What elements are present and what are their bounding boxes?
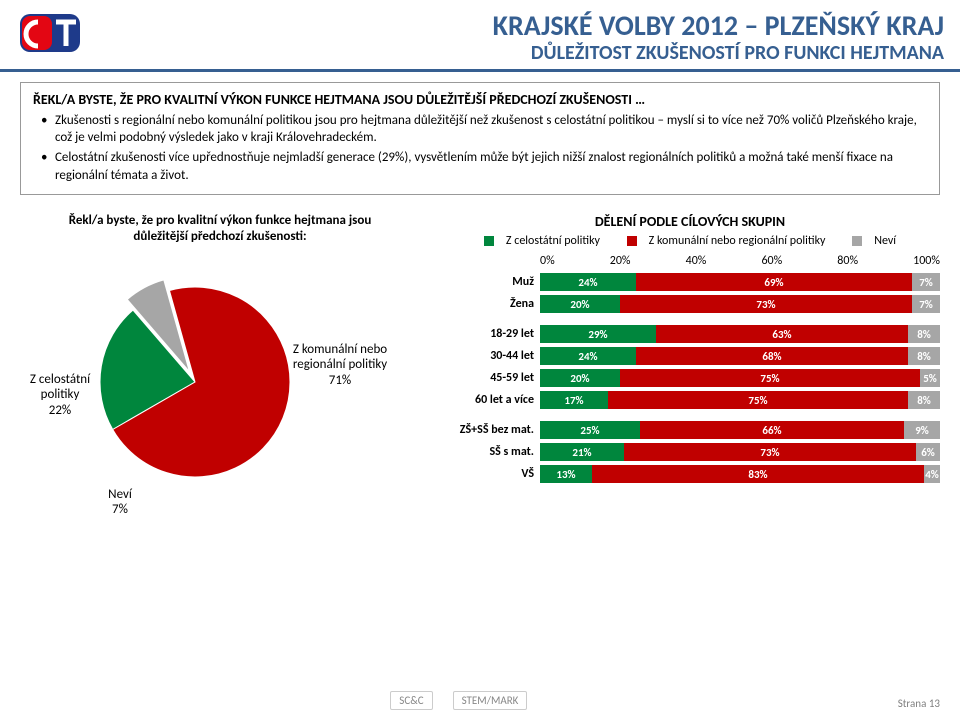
charts-area: Řekl/a byste, že pro kvalitní výkon funk… (20, 213, 940, 532)
bar-segment: 20% (540, 369, 620, 387)
bar-row: Muž24%69%7% (440, 272, 940, 292)
bar-segment: 63% (656, 325, 908, 343)
header-titles: KRAJSKÉ VOLBY 2012 – PLZEŇSKÝ KRAJ DŮLEŽ… (96, 8, 944, 65)
pie-label-regional: Z komunální nebo regionální politiky 71% (280, 342, 400, 389)
bar-row: 45-59 let20%75%5% (440, 368, 940, 388)
bar-segment: 8% (908, 325, 940, 343)
page-footer: SC&C STEM/MARK Strana 13 (0, 691, 960, 710)
bar-row: ZŠ+SŠ bez mat.25%66%9% (440, 420, 940, 440)
pie-chart: Z komunální nebo regionální politiky 71%… (20, 252, 420, 532)
bar-category-label: 45-59 let (440, 371, 540, 385)
bar-row: Žena20%73%7% (440, 294, 940, 314)
bar-track: 24%68%8% (540, 347, 940, 365)
bar-segment: 75% (620, 369, 920, 387)
bar-segment: 29% (540, 325, 656, 343)
bar-track: 21%73%6% (540, 443, 940, 461)
bar-row: 60 let a více17%75%8% (440, 390, 940, 410)
bar-segment: 20% (540, 295, 620, 313)
bar-track: 20%75%5% (540, 369, 940, 387)
summary-bullet: Celostátní zkušenosti více upřednostňuje… (45, 149, 927, 184)
bar-segment: 68% (636, 347, 908, 365)
bar-segment: 66% (640, 421, 904, 439)
bar-group: Muž24%69%7%Žena20%73%7% (440, 272, 940, 314)
bar-track: 25%66%9% (540, 421, 940, 439)
bar-category-label: Žena (440, 297, 540, 311)
bar-segment: 24% (540, 347, 636, 365)
bar-title: DĚLENÍ PODLE CÍLOVÝCH SKUPIN (440, 213, 940, 230)
bar-axis: 0%20%40%60%80%100% (440, 254, 940, 268)
bar-groups: Muž24%69%7%Žena20%73%7%18-29 let29%63%8%… (440, 272, 940, 484)
summary-box: ŘEKL/A BYSTE, ŽE PRO KVALITNÍ VÝKON FUNK… (20, 82, 940, 195)
bar-category-label: 18-29 let (440, 327, 540, 341)
bar-row: VŠ13%83%4% (440, 464, 940, 484)
bar-segment: 69% (636, 273, 912, 291)
bar-category-label: SŠ s mat. (440, 445, 540, 459)
bar-segment: 75% (608, 391, 908, 409)
bar-group: 18-29 let29%63%8%30-44 let24%68%8%45-59 … (440, 324, 940, 410)
legend-item: Neví (846, 234, 902, 248)
bar-track: 24%69%7% (540, 273, 940, 291)
bar-segment: 6% (916, 443, 940, 461)
pie-title: Řekl/a byste, že pro kvalitní výkon funk… (20, 213, 420, 246)
pie-label-nevi: Neví 7% (90, 487, 150, 518)
legend-item: Z komunální nebo regionální politiky (621, 234, 832, 248)
legend-swatch-icon (627, 236, 637, 246)
bar-category-label: Muž (440, 275, 540, 289)
bar-category-label: ZŠ+SŠ bez mat. (440, 423, 540, 437)
bar-segment: 73% (624, 443, 916, 461)
bar-segment: 21% (540, 443, 624, 461)
bar-track: 17%75%8% (540, 391, 940, 409)
bar-row: 18-29 let29%63%8% (440, 324, 940, 344)
pie-chart-panel: Řekl/a byste, že pro kvalitní výkon funk… (20, 213, 420, 532)
page-header: KRAJSKÉ VOLBY 2012 – PLZEŇSKÝ KRAJ DŮLEŽ… (0, 0, 960, 72)
summary-lead: ŘEKL/A BYSTE, ŽE PRO KVALITNÍ VÝKON FUNK… (33, 91, 927, 110)
bar-segment: 24% (540, 273, 636, 291)
bar-segment: 5% (920, 369, 940, 387)
bar-segment: 25% (540, 421, 640, 439)
title-sub: DŮLEŽITOST ZKUŠENOSTÍ PRO FUNKCI HEJTMAN… (96, 41, 944, 65)
pie-label-national: Z celostátní politiky 22% (20, 372, 100, 419)
logo-scc: SC&C (390, 691, 432, 710)
legend-item: Z celostátní politiky (478, 234, 606, 248)
bar-segment: 17% (540, 391, 608, 409)
legend-swatch-icon (484, 236, 494, 246)
bar-category-label: 30-44 let (440, 349, 540, 363)
bar-group: ZŠ+SŠ bez mat.25%66%9%SŠ s mat.21%73%6%V… (440, 420, 940, 484)
bar-legend: Z celostátní politiky Z komunální nebo r… (440, 234, 940, 248)
bar-category-label: 60 let a více (440, 393, 540, 407)
bar-segment: 83% (592, 465, 924, 483)
bar-segment: 8% (908, 347, 940, 365)
summary-bullet: Zkušenosti s regionální nebo komunální p… (45, 112, 927, 147)
bar-row: SŠ s mat.21%73%6% (440, 442, 940, 462)
bar-segment: 13% (540, 465, 592, 483)
bar-segment: 7% (912, 273, 940, 291)
page-number: Strana 13 (898, 697, 940, 710)
bar-segment: 9% (904, 421, 940, 439)
bar-track: 29%63%8% (540, 325, 940, 343)
bar-segment: 8% (908, 391, 940, 409)
ct-logo-icon (16, 8, 96, 64)
bar-chart-panel: DĚLENÍ PODLE CÍLOVÝCH SKUPIN Z celostátn… (440, 213, 940, 532)
bar-segment: 7% (912, 295, 940, 313)
title-main: KRAJSKÉ VOLBY 2012 – PLZEŇSKÝ KRAJ (96, 8, 944, 43)
summary-bullets: Zkušenosti s regionální nebo komunální p… (33, 112, 927, 184)
footer-logos: SC&C STEM/MARK (390, 691, 527, 710)
bar-segment: 4% (924, 465, 940, 483)
logo-stemmark: STEM/MARK (453, 691, 528, 710)
bar-row: 30-44 let24%68%8% (440, 346, 940, 366)
bar-segment: 73% (620, 295, 912, 313)
bar-track: 20%73%7% (540, 295, 940, 313)
legend-swatch-icon (852, 236, 862, 246)
bar-category-label: VŠ (440, 467, 540, 481)
bar-track: 13%83%4% (540, 465, 940, 483)
